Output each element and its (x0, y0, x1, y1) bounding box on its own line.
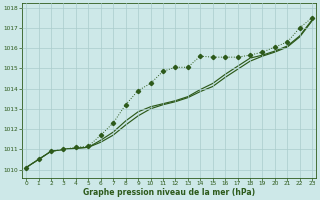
X-axis label: Graphe pression niveau de la mer (hPa): Graphe pression niveau de la mer (hPa) (83, 188, 255, 197)
